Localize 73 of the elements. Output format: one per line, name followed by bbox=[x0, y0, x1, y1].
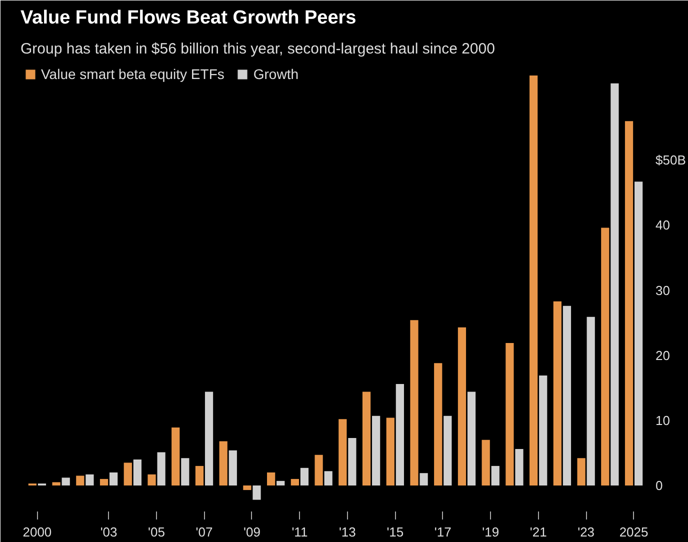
bar bbox=[491, 466, 500, 486]
bar bbox=[243, 485, 252, 490]
bar bbox=[506, 342, 514, 486]
bar bbox=[362, 392, 371, 486]
bar bbox=[76, 476, 84, 486]
bar bbox=[276, 480, 285, 486]
bar bbox=[458, 327, 466, 486]
bar bbox=[515, 449, 524, 486]
chart-subtitle: Group has taken in $56 billion this year, second-largest haul since 2000 bbox=[20, 40, 495, 58]
x-tick-label: '15 bbox=[386, 524, 404, 540]
x-tick-label: '09 bbox=[244, 524, 260, 540]
bar bbox=[444, 416, 452, 486]
bar bbox=[267, 472, 276, 486]
bar bbox=[553, 301, 562, 486]
bar bbox=[148, 474, 156, 486]
bar bbox=[467, 392, 476, 486]
bar bbox=[290, 478, 299, 486]
bar bbox=[314, 454, 323, 486]
y-tick-label: 30 bbox=[656, 282, 670, 298]
bar bbox=[52, 482, 60, 486]
bar bbox=[386, 418, 394, 486]
y-tick-label: 40 bbox=[656, 218, 670, 233]
bar bbox=[133, 459, 142, 486]
bar bbox=[110, 472, 118, 486]
bar bbox=[181, 458, 190, 486]
x-tick-label: '05 bbox=[148, 524, 166, 540]
x-tick-label: '13 bbox=[338, 524, 356, 540]
y-tick-label: 20 bbox=[656, 348, 670, 363]
bar bbox=[577, 458, 586, 486]
legend-label: Value smart beta equity ETFs bbox=[41, 66, 224, 82]
bar bbox=[86, 474, 94, 486]
x-tick-label: '03 bbox=[100, 524, 118, 540]
x-tick-label: 2000 bbox=[22, 524, 52, 540]
y-tick-label: 0 bbox=[656, 478, 663, 493]
bar bbox=[172, 428, 180, 486]
bar bbox=[410, 320, 418, 486]
x-tick-label: '23 bbox=[578, 524, 595, 540]
bar bbox=[124, 462, 132, 486]
x-tick-label: 2025 bbox=[619, 524, 648, 540]
bar bbox=[610, 83, 619, 486]
x-tick-label: '11 bbox=[292, 524, 308, 540]
bar bbox=[195, 466, 204, 486]
bar bbox=[228, 450, 237, 486]
y-tick-label: $50B bbox=[656, 152, 686, 168]
bar bbox=[482, 440, 490, 486]
bar bbox=[562, 306, 572, 486]
bar bbox=[586, 316, 595, 486]
bar bbox=[420, 473, 428, 486]
bar bbox=[539, 376, 548, 486]
x-tick-label: '19 bbox=[482, 524, 500, 540]
bar bbox=[372, 416, 380, 486]
bar bbox=[219, 441, 228, 486]
bar bbox=[634, 182, 643, 486]
bar bbox=[434, 363, 442, 486]
bar bbox=[157, 452, 166, 486]
bar bbox=[300, 468, 309, 486]
bar bbox=[100, 478, 108, 486]
bar bbox=[348, 438, 356, 486]
bar bbox=[324, 471, 332, 486]
x-tick-label: '07 bbox=[196, 524, 213, 540]
x-tick-label: '21 bbox=[530, 524, 547, 540]
bar bbox=[338, 419, 347, 486]
y-tick-label: 10 bbox=[656, 412, 670, 428]
bar bbox=[396, 384, 404, 486]
bar bbox=[530, 76, 538, 486]
bar bbox=[624, 121, 634, 486]
bar bbox=[252, 485, 261, 500]
legend-label: Growth bbox=[253, 66, 298, 82]
chart-title: Value Fund Flows Beat Growth Peers bbox=[20, 8, 356, 28]
bar bbox=[62, 478, 70, 486]
x-tick-label: '17 bbox=[434, 524, 452, 540]
bar bbox=[601, 228, 610, 486]
bar bbox=[204, 392, 214, 486]
